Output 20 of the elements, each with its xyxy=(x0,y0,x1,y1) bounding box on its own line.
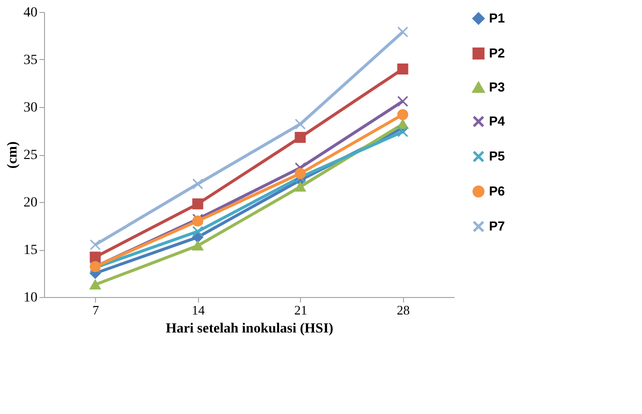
x-tick-label: 28 xyxy=(396,302,410,318)
legend-label: P1 xyxy=(489,10,505,26)
legend-label: P7 xyxy=(489,218,505,234)
legend-label: P6 xyxy=(489,184,505,198)
x-tick-label: 21 xyxy=(294,302,308,318)
y-tick-label: 15 xyxy=(24,243,38,258)
y-tick-label: 30 xyxy=(24,100,38,116)
x-tick-label: 14 xyxy=(192,302,206,318)
legend-label: P5 xyxy=(489,148,505,164)
y-axis-title: (cm) xyxy=(6,141,20,169)
legend-label: P2 xyxy=(489,46,505,60)
legend-label: P3 xyxy=(489,80,505,94)
y-tick-label: 40 xyxy=(24,6,38,20)
y-tick-label: 35 xyxy=(24,53,38,68)
legend-label: P4 xyxy=(489,114,506,128)
y-tick-label: 20 xyxy=(24,196,38,210)
y-tick-label: 25 xyxy=(24,148,38,163)
x-tick-label: 7 xyxy=(92,302,100,318)
x-axis-title: Hari setelah inokulasi (HSI) xyxy=(166,322,334,336)
y-tick-label: 10 xyxy=(24,290,38,306)
